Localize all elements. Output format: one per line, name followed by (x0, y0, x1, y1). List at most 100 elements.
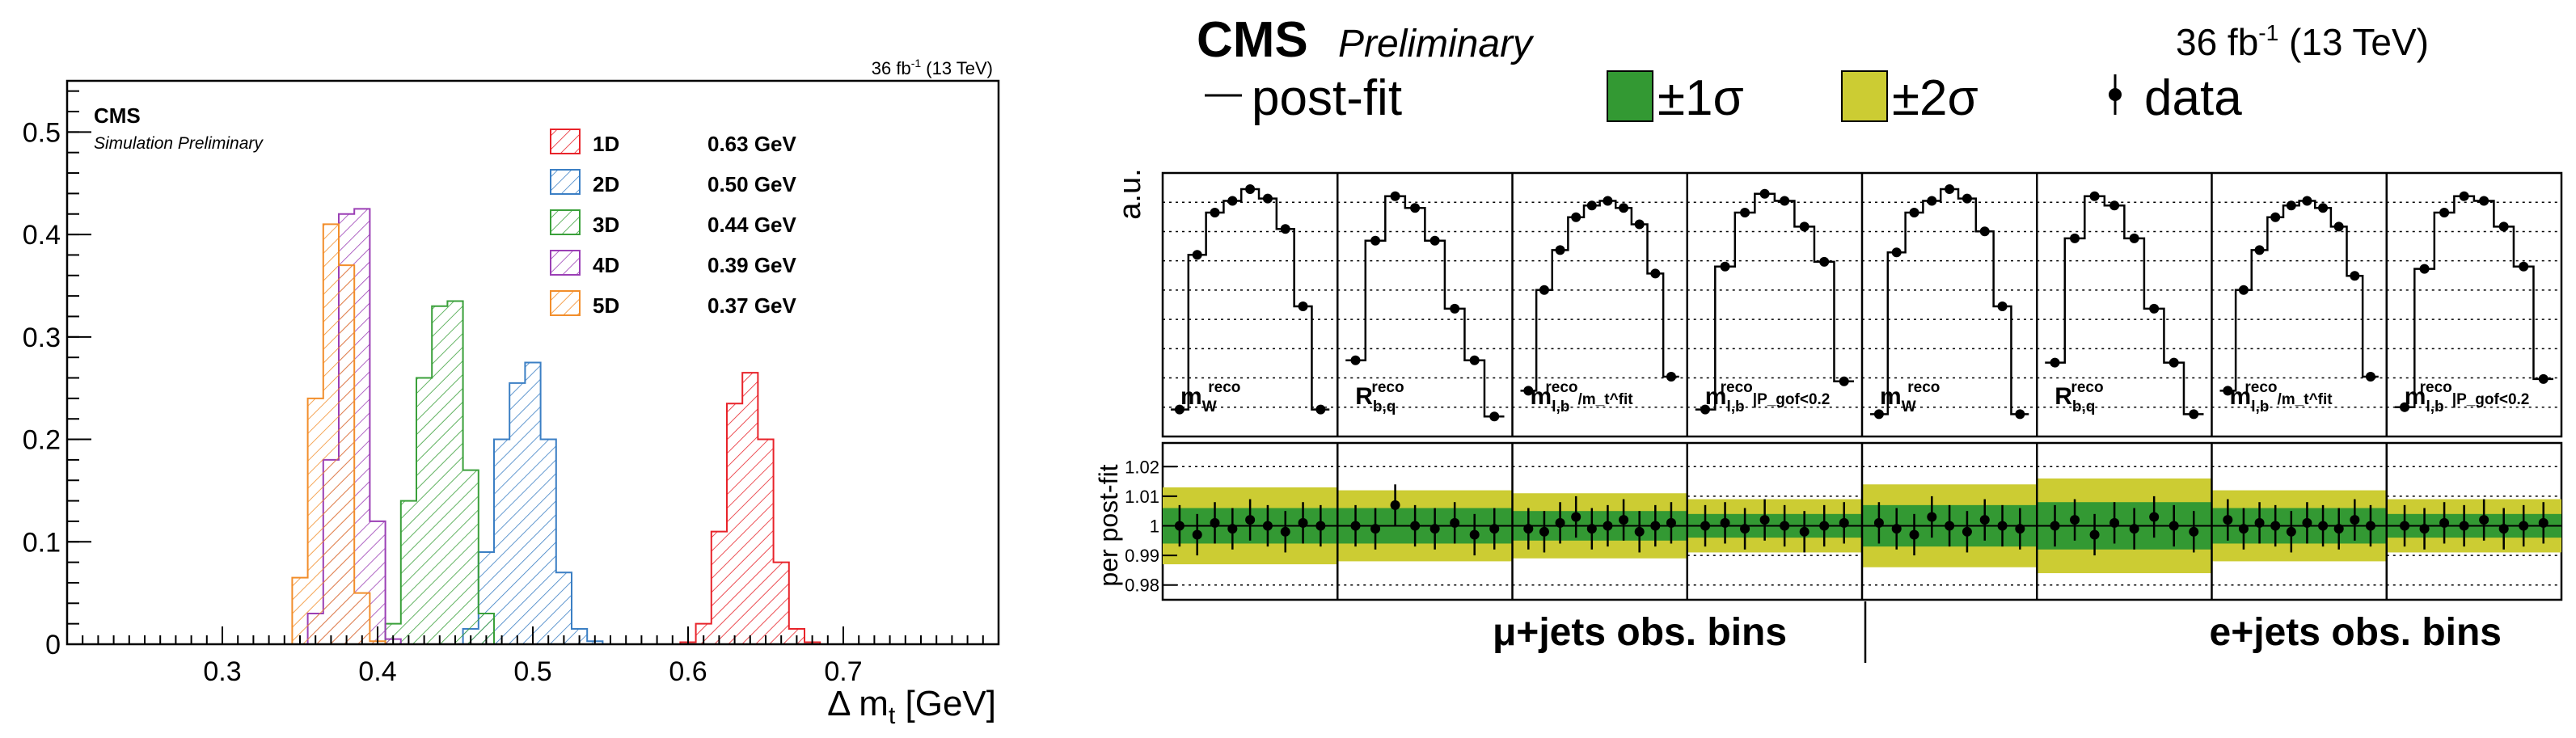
legend-label-3d: 3D (593, 213, 619, 237)
ratio-point (1174, 521, 1185, 531)
ratio-point (1891, 524, 1902, 534)
legend-swatch-2d (550, 169, 581, 195)
ratio-point (1839, 517, 1849, 528)
ratio-point (2168, 521, 2179, 531)
observable-label: Rb,qreco (2054, 379, 2103, 415)
data-point (1262, 193, 1273, 204)
data-point (2302, 196, 2312, 206)
ratio-point (2189, 526, 2199, 537)
ratio-point (1619, 515, 1629, 525)
data-point (1571, 212, 1581, 222)
left-legend: 1D 0.63 GeV 2D 0.50 GeV 3D 0.44 GeV 4D 0.39 GeV… (550, 129, 797, 318)
legend-value-3d: 0.44 GeV (707, 213, 797, 237)
data-point (1469, 355, 1480, 365)
lumi-label: 36 fb-1 (13 TeV) (872, 57, 993, 78)
observable-label: ml,breco/m_t^fit (2230, 379, 2333, 415)
fit-panel-3: ml,breco/m_t^fit (1511, 173, 1687, 600)
ratio-point (2479, 515, 2489, 525)
preliminary-title: Preliminary (1338, 23, 1535, 65)
data-point (1315, 404, 1326, 415)
observable-label: ml,breco|P_gof<0.2 (2405, 379, 2530, 415)
data-point (2538, 373, 2549, 384)
x-tick-label: 0.5 (513, 656, 551, 687)
ratio-point (2286, 526, 2296, 537)
x-tick-label: 0.4 (358, 656, 396, 687)
resolution-histogram-chart: 36 fb-1 (13 TeV) 0.3 0.4 0.5 0.6 0.700.10.20… (23, 57, 1000, 729)
ratio-point (1666, 517, 1676, 528)
ratio-point (1469, 529, 1480, 540)
data-point (1759, 188, 1770, 199)
data-point (1390, 191, 1400, 201)
ratio-point (1280, 526, 1290, 537)
ratio-point (1410, 521, 1421, 531)
x-tick-label: 0.7 (824, 656, 862, 687)
data-point (1210, 208, 1220, 217)
data-point (1523, 386, 1534, 396)
data-point (2254, 245, 2265, 255)
legend-band-swatch (1841, 70, 1888, 122)
x-tick-label: 0.6 (669, 656, 707, 687)
legend-swatch-5d (550, 290, 581, 316)
fit-panel-8: ml,breco|P_gof<0.2 (2385, 173, 2561, 600)
ratio-point (2015, 524, 2025, 534)
ratio-point (2538, 517, 2549, 528)
ratio-point (2350, 515, 2360, 525)
data-point (2318, 203, 2329, 213)
ratio-point (2238, 524, 2249, 534)
ratio-point (1700, 521, 1711, 531)
data-point (1350, 355, 1361, 365)
data-point (1410, 203, 1421, 213)
histogram-5d (291, 223, 386, 645)
ratio-point (1759, 515, 1770, 525)
ratio-point (2089, 529, 2100, 540)
ratio-point (1740, 524, 1750, 534)
observable-label: ml,breco|P_gof<0.2 (1705, 379, 1831, 415)
ratio-point (2400, 521, 2410, 531)
ratio-point (1390, 500, 1400, 510)
data-point (1962, 193, 1972, 204)
ratio-point (1210, 517, 1220, 528)
data-point (1979, 226, 1990, 237)
left-axes: 0.3 0.4 0.5 0.6 0.7 0 0.1 0.2 0.3 0.4 0.5 (23, 90, 984, 687)
bottom-y-axis-label: per post-fit (1094, 464, 1123, 586)
ratio-point (1586, 524, 1597, 534)
data-point (2129, 233, 2139, 243)
data-point (1619, 203, 1629, 213)
data-point (1586, 200, 1597, 211)
ratio-point (1571, 512, 1581, 522)
ratio-point (2050, 521, 2060, 531)
data-point (2350, 271, 2360, 281)
ratio-point (1780, 521, 1790, 531)
data-point (2459, 191, 2469, 201)
ratio-point (1909, 529, 1919, 540)
data-point (1997, 302, 2008, 311)
ratio-point (1450, 517, 1460, 528)
ratio-point (1370, 524, 1381, 534)
histogram-1d (679, 372, 821, 645)
data-point (1873, 409, 1884, 420)
data-point (2168, 357, 2179, 368)
legend-label: post-fit (1252, 70, 1402, 126)
ratio-point (2419, 524, 2430, 534)
data-point (1700, 404, 1711, 415)
observable-label: ml,breco/m_t^fit (1531, 379, 1634, 415)
ratio-point (2519, 521, 2529, 531)
fit-panel-2: Rb,qreco (1337, 173, 1513, 600)
post-fit-histogram (1870, 188, 2029, 415)
legend-band-swatch (1607, 70, 1653, 122)
ratio-point (1262, 521, 1273, 531)
ratio-point (1227, 524, 1238, 534)
post-fit-comparison-chart: CMS Preliminary 36 fb-1 (13 TeV) post-fi… (1094, 12, 2563, 663)
x-axis-label: Δ mt [GeV] (827, 684, 996, 729)
legend-label: ±1σ (1658, 70, 1744, 126)
ratio-point (1962, 526, 1972, 537)
post-fit-histogram (1695, 192, 1854, 411)
y-tick-label: 0.2 (23, 425, 61, 456)
ratio-point (2254, 517, 2265, 528)
data-point (2439, 208, 2450, 217)
legend-value-1d: 0.63 GeV (707, 132, 797, 156)
data-point (1555, 245, 1565, 255)
cms-title: CMS (1197, 12, 1308, 68)
ratio-point (1650, 521, 1661, 531)
